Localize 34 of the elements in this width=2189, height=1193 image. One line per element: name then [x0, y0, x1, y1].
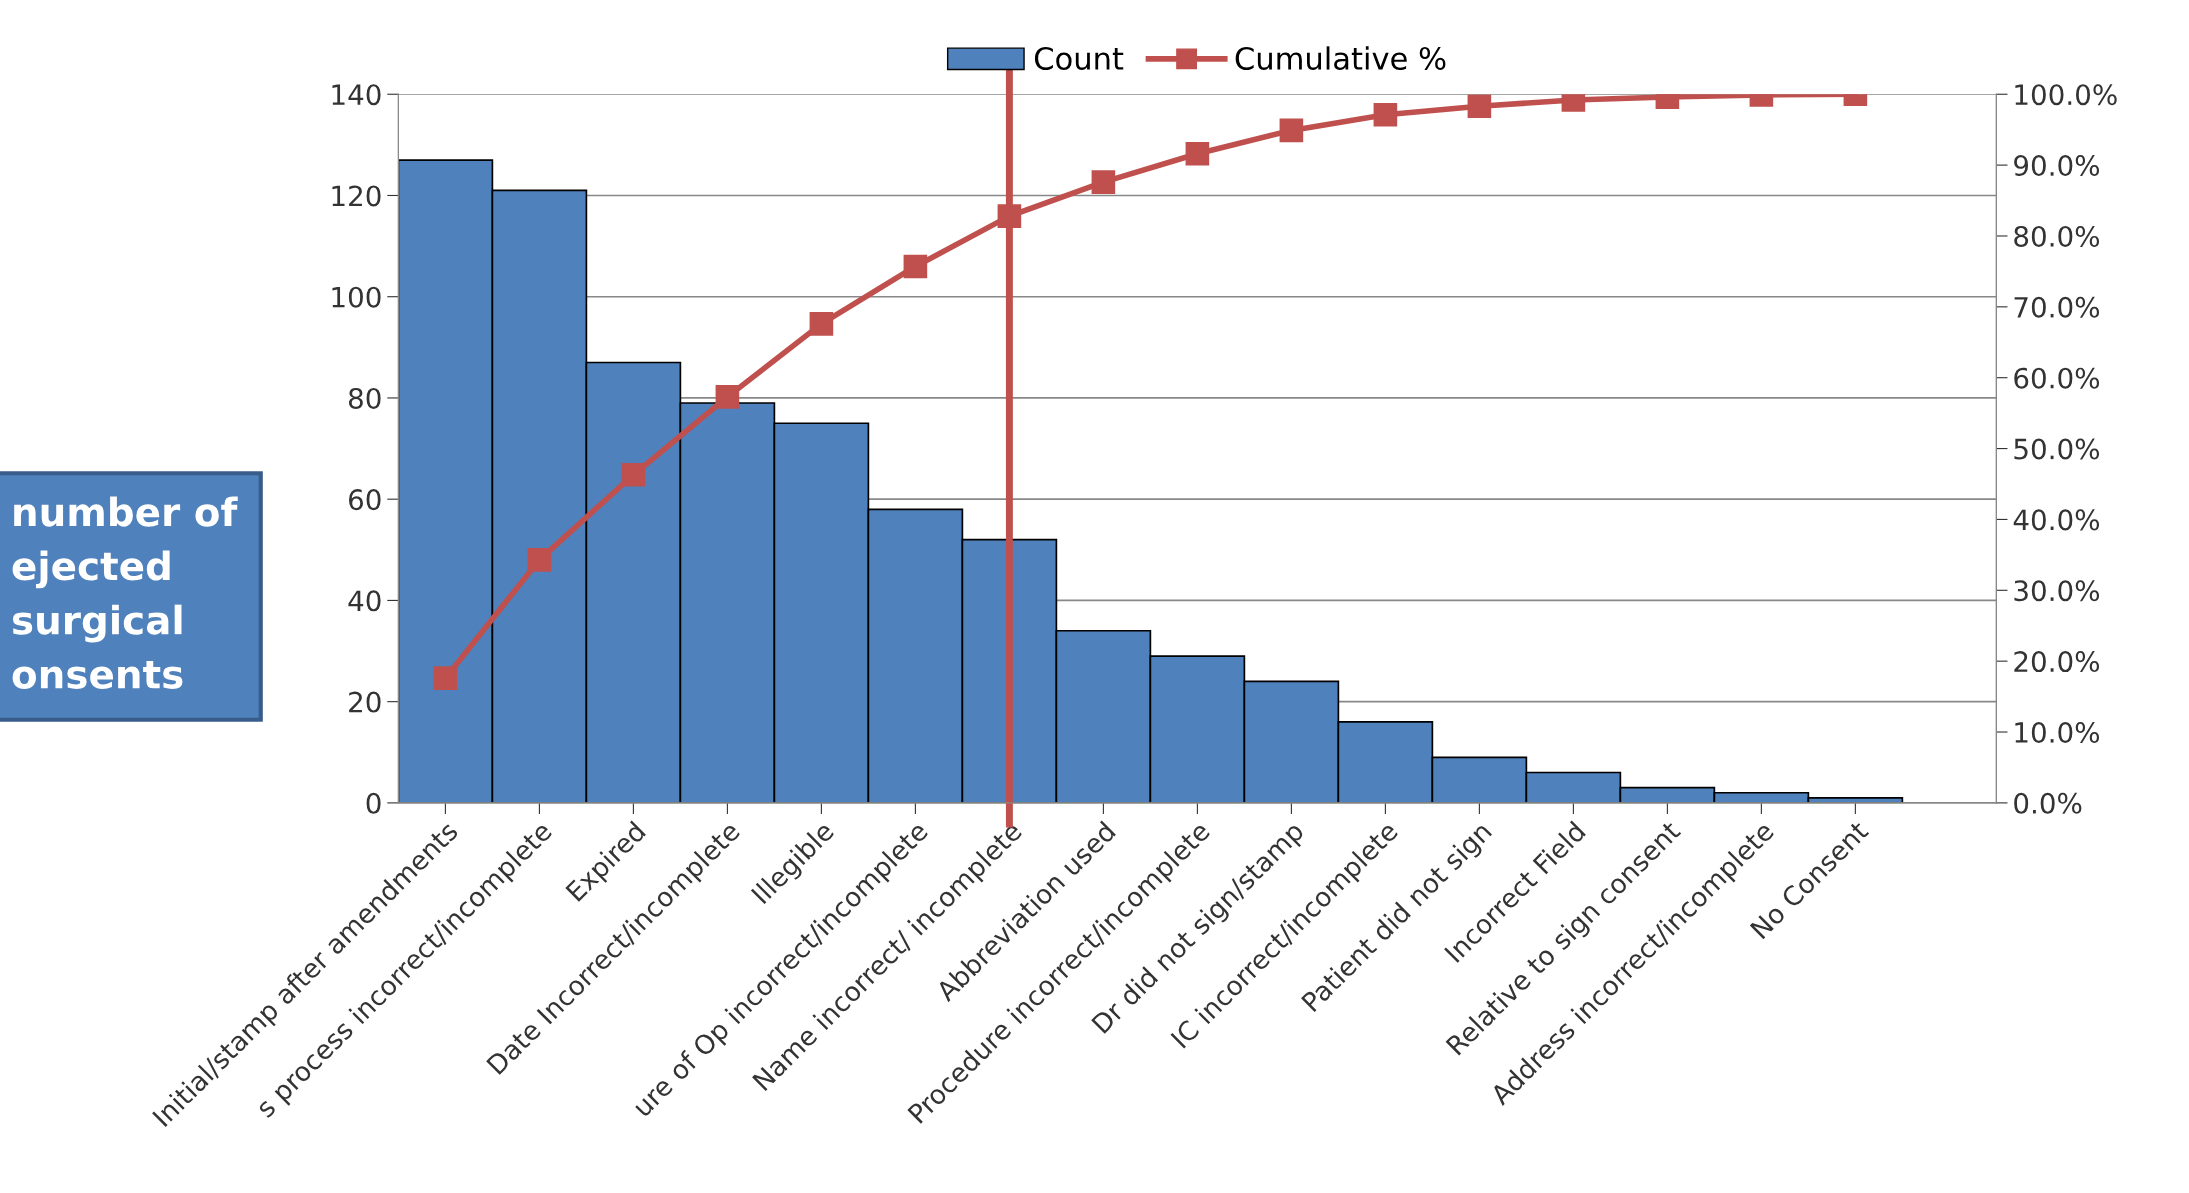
y2-tick-label: 40.0%: [2013, 509, 2100, 531]
y2-tick-label: 20.0%: [2014, 651, 2100, 673]
point: [715, 385, 740, 409]
y2-tick-label: 30.0%: [2014, 580, 2100, 602]
point: [527, 548, 552, 572]
point: [1279, 118, 1304, 143]
y2-tick-label: 60.0%: [2014, 367, 2100, 389]
legend-label: Count: [1034, 46, 1124, 70]
y-tick-label: 40: [348, 590, 381, 612]
y-tick-label: 100: [332, 286, 381, 308]
point: [433, 666, 458, 690]
y-tick-label: 120: [332, 185, 381, 207]
y2-tick-label: 10.0%: [2015, 721, 2100, 743]
text: number of ejected surgical onsents: [12, 496, 238, 689]
y2-tick-label: 50.0%: [2014, 438, 2100, 460]
y-tick-label: 20: [349, 691, 381, 713]
y2-tick-label: 90.0%: [2014, 155, 2100, 177]
legend-label: Cumulative %: [1235, 46, 1446, 70]
y-tick-label: 80: [348, 387, 381, 409]
y2-tick-label: 80.0%: [2014, 225, 2100, 247]
point: [1185, 141, 1210, 166]
y-tick-label: 140: [332, 84, 381, 106]
point: [809, 312, 834, 336]
point: [997, 204, 1022, 228]
y2-tick-label: 70.0%: [2014, 296, 2100, 318]
point: [1467, 94, 1492, 119]
y-tick-label: 0: [366, 792, 381, 814]
point: [1373, 102, 1398, 127]
y2-tick-label: 0.0%: [2014, 792, 2082, 814]
point: [621, 462, 646, 487]
point: [903, 254, 928, 279]
y2-tick-label: 100.0%: [2015, 84, 2117, 106]
point: [1091, 170, 1116, 194]
y-tick-label: 60: [349, 489, 381, 511]
